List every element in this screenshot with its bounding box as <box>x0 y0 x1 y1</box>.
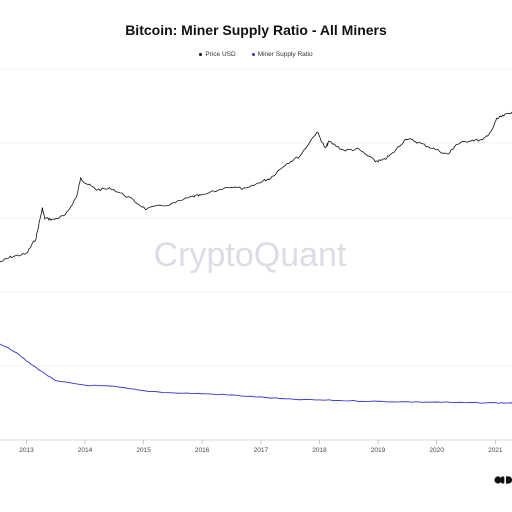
x-tick-label: 2020 <box>429 447 444 454</box>
x-tick-label: 2016 <box>195 447 210 454</box>
series-lines <box>0 111 512 404</box>
legend-label-miner-supply-ratio: Miner Supply Ratio <box>257 51 313 58</box>
chart-legend: Price USD Miner Supply Ratio <box>0 51 512 58</box>
cryptoquant-logo-icon <box>494 476 512 484</box>
grid-lines <box>0 68 512 441</box>
watermark-text: CryptoQuant <box>154 236 347 274</box>
x-tick-label: 2019 <box>371 447 386 454</box>
legend-item-miner-supply-ratio[interactable]: Miner Supply Ratio <box>251 51 313 58</box>
x-tick-label: 2018 <box>312 447 327 454</box>
x-tick-label: 2017 <box>254 447 269 454</box>
legend-item-price[interactable]: Price USD <box>199 51 236 58</box>
x-tick-label: 2013 <box>19 447 34 454</box>
watermark-group: CryptoQuant <box>154 236 347 274</box>
x-tick-label: 2021 <box>488 447 503 454</box>
series-line-price-usd <box>0 111 512 263</box>
x-tick-label: 2014 <box>78 447 93 454</box>
legend-dot-miner-supply-ratio <box>251 53 255 56</box>
series-line-miner-supply-ratio <box>0 343 512 404</box>
chart-title: Bitcoin: Miner Supply Ratio - All Miners <box>125 22 387 38</box>
legend-dot-price <box>199 53 203 56</box>
x-axis-ticks: 2013 2014 2015 2016 2017 2018 2019 2020 2021 <box>19 440 503 454</box>
x-tick-label: 2015 <box>136 447 151 454</box>
legend-label-price: Price USD <box>205 51 236 58</box>
